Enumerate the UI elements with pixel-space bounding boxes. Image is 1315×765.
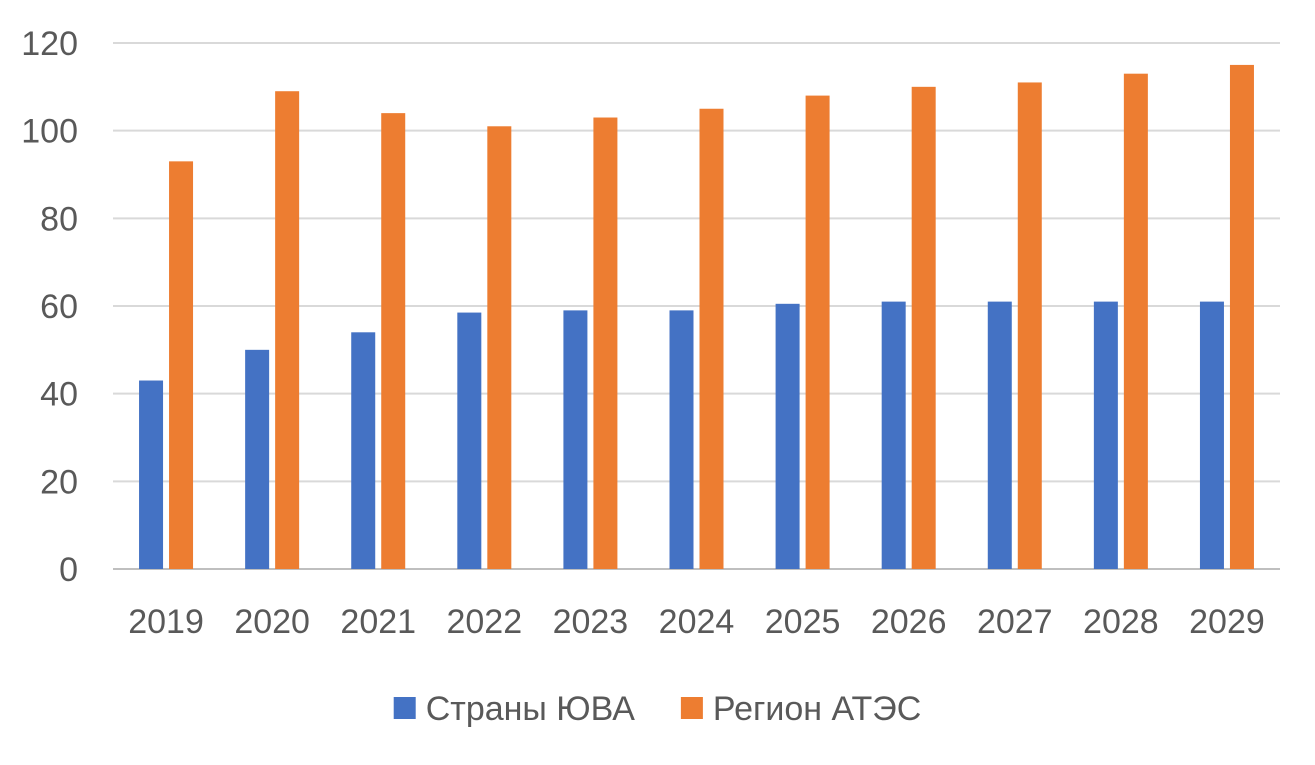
legend-item-2: Регион АТЭС [680,690,921,728]
bar-series-2-2028 [1123,73,1148,569]
bar-series-1-2027 [987,301,1012,569]
y-tick-label: 120 [21,25,78,63]
y-tick-label: 100 [21,113,78,151]
bar-series-1-2029 [1199,301,1224,569]
x-tick-label: 2019 [128,603,204,641]
bar-series-1-2022 [457,312,482,569]
gridlines [113,42,1280,570]
bar-series-2-2019 [169,161,194,569]
legend: Страны ЮВА Регион АТЭС [393,690,921,728]
bar-series-1-2024 [669,310,694,569]
y-tick-label: 80 [40,200,78,238]
x-tick-label: 2021 [340,603,416,641]
bar-series-1-2026 [881,301,906,569]
x-tick-label: 2023 [553,603,629,641]
bar-series-1-2025 [775,303,800,569]
x-tick-label: 2022 [446,603,522,641]
legend-label: Страны ЮВА [426,690,636,728]
bar-series-2-2023 [593,117,618,570]
bar-series-1-2020 [245,349,270,569]
bar-series-1-2023 [563,310,588,569]
y-tick-label: 20 [40,463,78,501]
bar-series-2-2027 [1017,82,1042,569]
x-tick-label: 2029 [1189,603,1265,641]
legend-item-1: Страны ЮВА [393,690,636,728]
y-tick-label: 40 [40,376,78,414]
bar-series-2-2022 [487,126,512,570]
bar-series-2-2020 [275,91,300,569]
bar-series-2-2021 [381,113,406,569]
x-tick-label: 2026 [871,603,947,641]
bars [139,64,1254,570]
legend-label: Регион АТЭС [713,690,921,728]
x-tick-label: 2024 [659,603,735,641]
bar-series-2-2029 [1229,64,1254,570]
x-tick-label: 2020 [234,603,310,641]
x-tick-label: 2025 [765,603,841,641]
bar-series-2-2024 [699,108,724,569]
legend-swatch [680,697,703,719]
x-tick-label: 2028 [1083,603,1159,641]
y-tick-label: 0 [59,551,78,589]
bar-series-1-2021 [351,332,376,569]
x-tick-label: 2027 [977,603,1053,641]
legend-swatch [393,697,416,719]
bar-series-1-2019 [139,380,164,569]
y-tick-label: 60 [40,288,78,326]
bar-series-2-2025 [805,95,830,569]
bar-series-1-2028 [1093,301,1118,569]
axes: 0 20 40 60 80 100 120 2019 2020 2021 2022 2023 2024 2… [21,25,1265,641]
bar-series-2-2026 [911,86,936,569]
